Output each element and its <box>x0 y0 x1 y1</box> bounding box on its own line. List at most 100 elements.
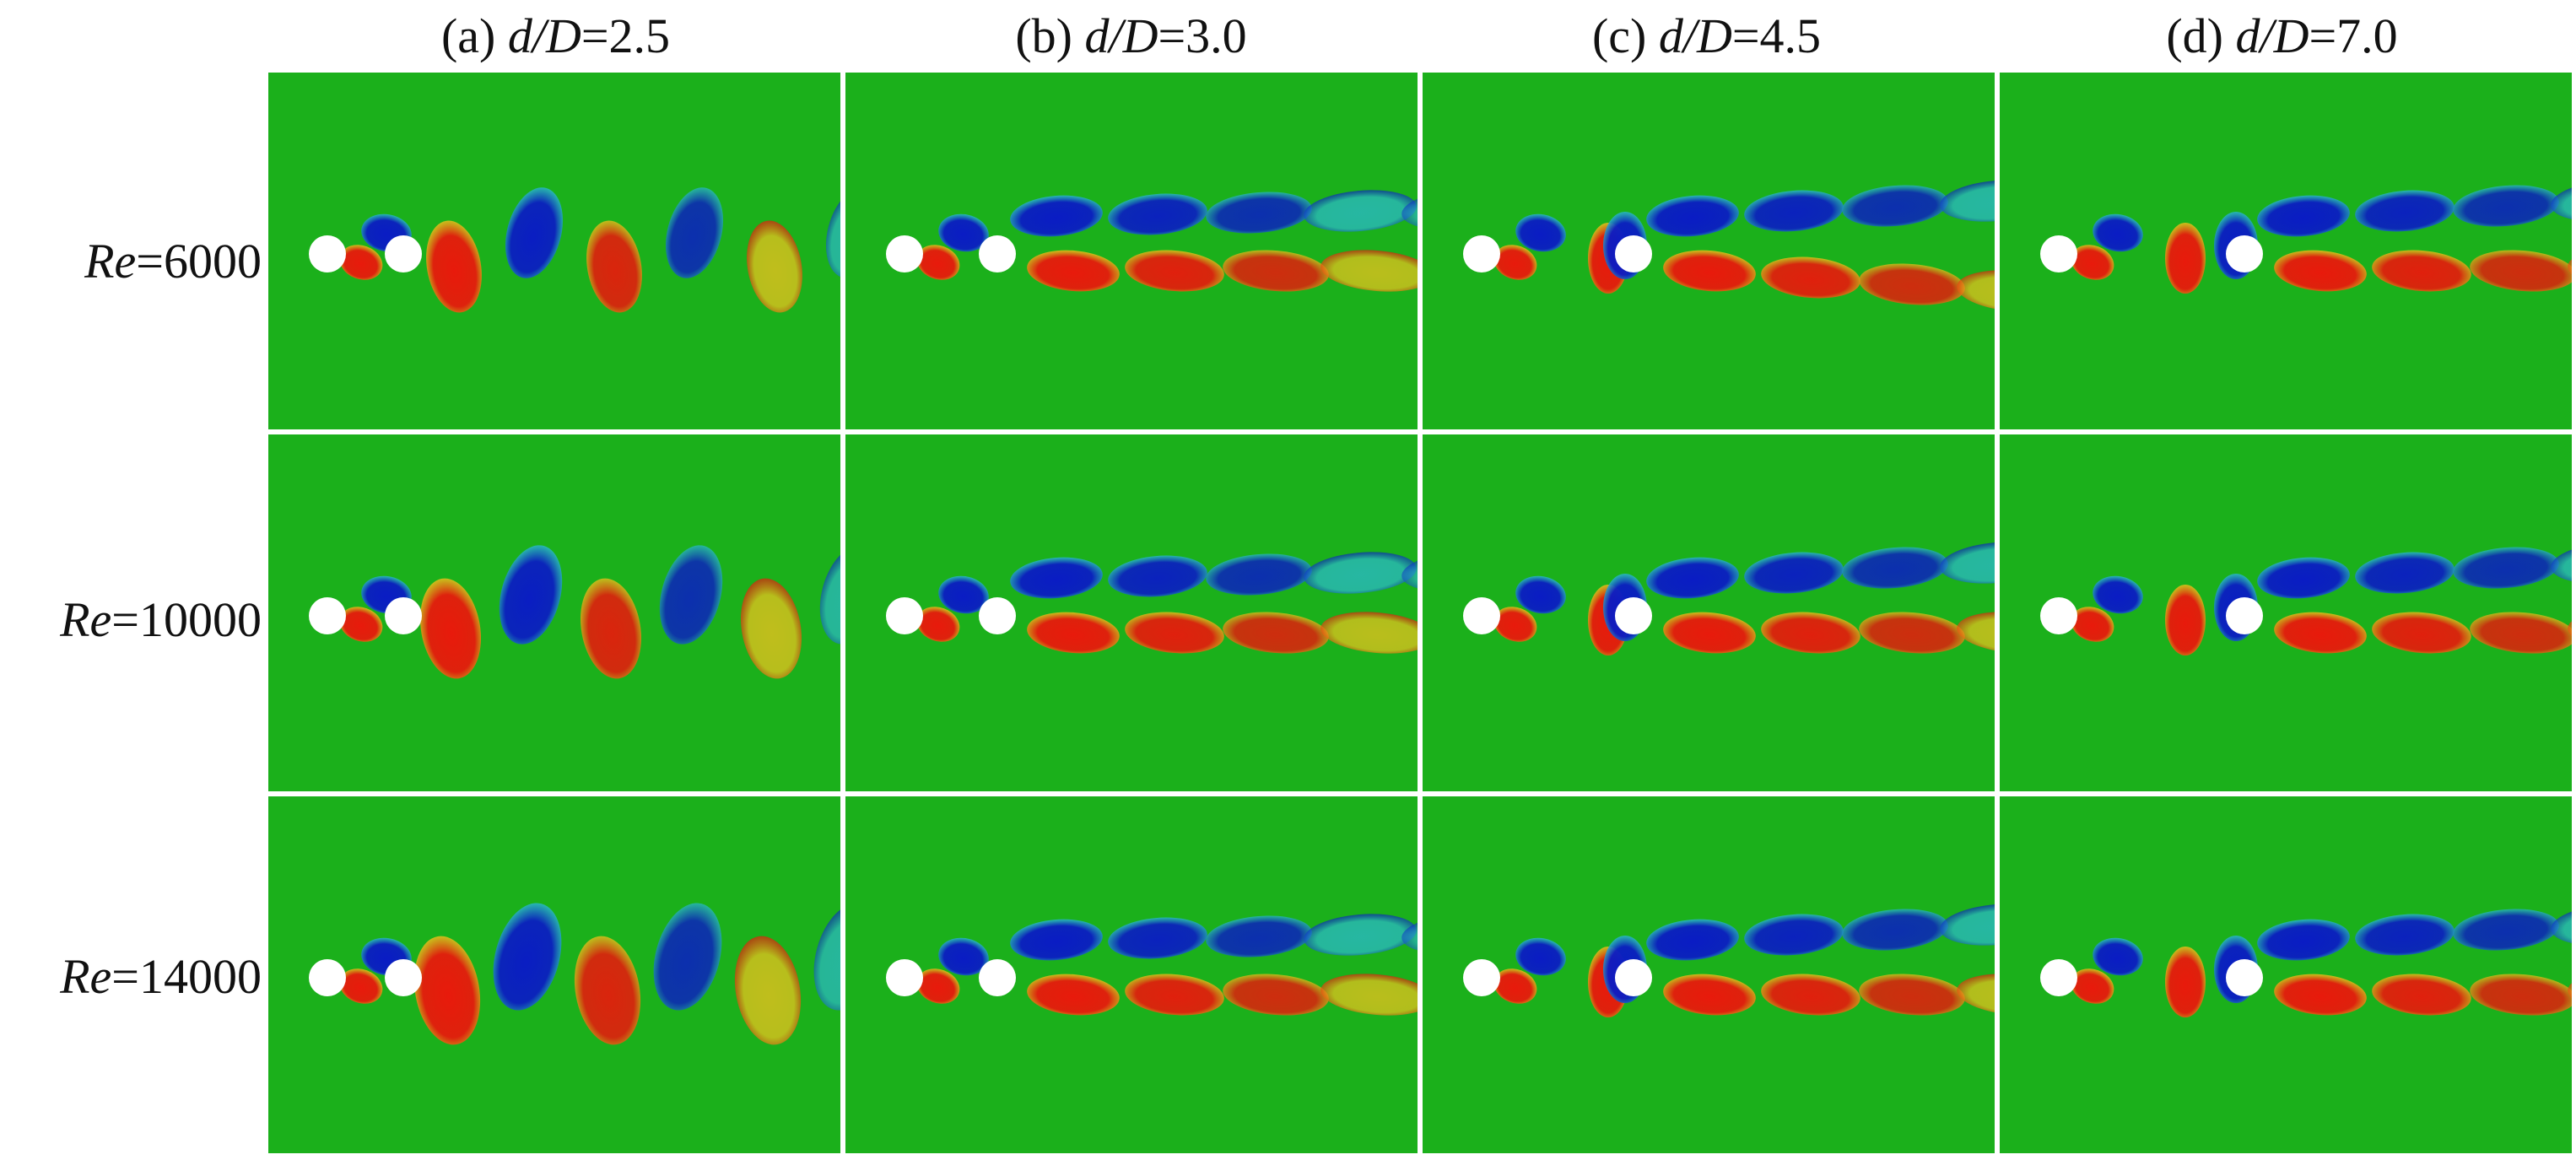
upper-wake-vortex <box>1304 552 1417 594</box>
wake-vortex-negative <box>665 187 724 278</box>
upper-wake-vortex <box>1206 915 1312 958</box>
vorticity-contour <box>2040 904 2572 1017</box>
upstream-cylinder <box>886 597 923 634</box>
wake-vortex-positive <box>426 220 482 313</box>
gap-vortex-positive <box>2165 947 2206 1017</box>
wake-vortex-negative <box>819 545 840 645</box>
lower-wake-vortex <box>2274 250 2367 292</box>
column-label-c: (c) <box>1591 8 1659 63</box>
upstream-cylinder <box>309 597 346 634</box>
lower-wake-vortex <box>2372 250 2471 292</box>
vorticity-contour <box>2040 180 2572 294</box>
row-value-2: =10000 <box>111 592 262 647</box>
upper-wake-vortex <box>1646 195 1739 237</box>
wake-vortex-positive <box>734 936 802 1045</box>
upper-wake-vortex <box>1940 904 1995 946</box>
downstream-cylinder <box>2226 597 2263 634</box>
lower-wake-vortex <box>1761 612 1860 654</box>
vorticity-panel-r1-c4 <box>2000 73 2572 429</box>
upper-wake-vortex <box>2551 904 2572 946</box>
gap-vortex-positive <box>339 968 383 1004</box>
vorticity-contour <box>309 545 840 679</box>
gap-vortex-positive <box>339 607 383 642</box>
lower-wake-vortex <box>2372 612 2471 654</box>
gap-vortex-positive <box>1493 968 1537 1004</box>
wake-vortex-negative <box>825 187 840 278</box>
lower-wake-vortex <box>1027 250 1120 292</box>
lower-wake-vortex <box>2470 974 2572 1016</box>
upper-wake-vortex <box>1108 555 1207 597</box>
lower-wake-vortex <box>1027 612 1120 654</box>
row-value-3: =14000 <box>111 949 262 1004</box>
column-header-a: (a) d/D=2.5 <box>268 3 843 69</box>
wake-vortex-positive <box>586 220 642 313</box>
vorticity-panel-r3-c1 <box>268 796 840 1153</box>
column-variable-b: d/D <box>1084 8 1158 63</box>
wake-vortex-negative <box>653 903 722 1011</box>
column-header-c: (c) d/D=4.5 <box>1419 3 1994 69</box>
lower-wake-vortex <box>1125 250 1224 292</box>
vorticity-panel-r1-c1 <box>268 73 840 429</box>
column-value-a: =2.5 <box>581 8 671 63</box>
gap-vortex-negative <box>1515 213 1566 252</box>
lower-wake-vortex <box>1663 250 1756 292</box>
column-variable-c: d/D <box>1658 8 1732 63</box>
vorticity-panel-r3-c3 <box>1423 796 1995 1153</box>
upper-wake-vortex <box>1646 919 1739 961</box>
gap-vortex-negative <box>2093 575 2143 614</box>
downstream-cylinder <box>1615 235 1652 272</box>
lower-wake-vortex <box>1957 612 1995 654</box>
upper-wake-vortex <box>1842 185 1948 227</box>
vorticity-panel-grid <box>268 73 2576 1176</box>
downstream-cylinder <box>1615 959 1652 996</box>
wake-vortex-positive <box>419 578 482 679</box>
gap-vortex-positive <box>2165 223 2206 294</box>
vorticity-contour <box>886 550 1418 654</box>
lower-wake-vortex <box>1663 974 1756 1016</box>
downstream-cylinder <box>979 597 1016 634</box>
lower-wake-vortex <box>1320 974 1418 1016</box>
gap-vortex-negative <box>938 213 989 252</box>
downstream-cylinder <box>385 959 422 996</box>
upper-wake-vortex <box>1010 557 1103 599</box>
upper-wake-vortex <box>2453 547 2559 589</box>
vorticity-contour <box>886 912 1418 1016</box>
column-header-b: (b) d/D=3.0 <box>844 3 1418 69</box>
upper-wake-vortex <box>1842 909 1948 951</box>
vorticity-panel-r3-c2 <box>845 796 1418 1153</box>
vorticity-panel-r1-c2 <box>845 73 1418 429</box>
upper-wake-vortex <box>1744 190 1844 232</box>
upstream-cylinder <box>1463 235 1500 272</box>
lower-wake-vortex <box>2372 974 2471 1016</box>
lower-wake-vortex <box>1761 974 1860 1016</box>
row-header-re10000: Re=10000 <box>0 586 262 654</box>
downstream-cylinder <box>979 235 1016 272</box>
gap-vortex-negative <box>2093 213 2143 252</box>
downstream-cylinder <box>2226 959 2263 996</box>
downstream-cylinder <box>385 235 422 272</box>
upstream-cylinder <box>1463 597 1500 634</box>
wake-vortex-positive <box>740 578 802 679</box>
gap-vortex-negative <box>2093 937 2143 976</box>
upper-wake-vortex <box>1304 190 1417 232</box>
gap-vortex-positive <box>916 607 960 642</box>
upper-wake-vortex <box>1010 919 1103 961</box>
upper-wake-vortex <box>1940 180 1995 222</box>
upper-wake-vortex <box>2355 552 2454 594</box>
vorticity-contour <box>1463 542 1995 655</box>
upstream-cylinder <box>2040 235 2077 272</box>
lower-wake-vortex <box>2470 250 2572 292</box>
lower-wake-vortex <box>1761 256 1860 299</box>
wake-vortex-negative <box>505 187 564 278</box>
upper-wake-vortex <box>1744 552 1844 594</box>
lower-wake-vortex <box>1957 270 1995 312</box>
lower-wake-vortex <box>1320 612 1418 654</box>
upper-wake-vortex <box>1108 193 1207 235</box>
vorticity-contour <box>309 187 840 313</box>
vorticity-panel-r2-c1 <box>268 434 840 791</box>
lower-wake-vortex <box>1125 612 1224 654</box>
wake-vortex-positive <box>574 936 641 1045</box>
vorticity-contour <box>309 903 840 1045</box>
vorticity-panel-r2-c2 <box>845 434 1418 791</box>
lower-wake-vortex <box>1223 250 1329 292</box>
